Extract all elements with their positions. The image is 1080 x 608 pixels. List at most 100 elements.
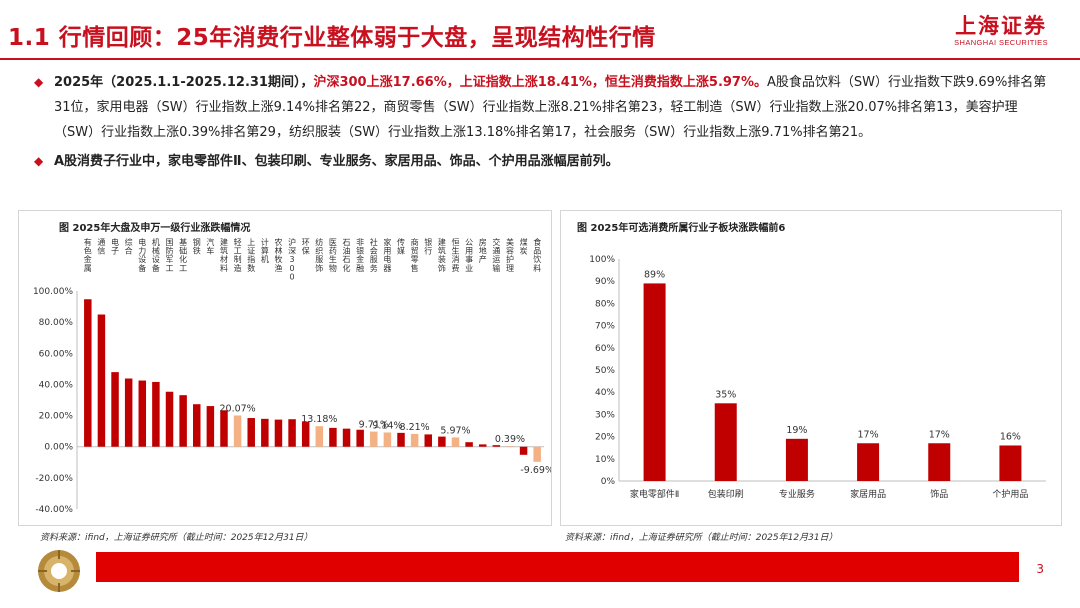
y-tick-label: 0.00% — [44, 443, 73, 453]
category-label-13: 上证指数 — [247, 238, 255, 273]
bar-11 — [220, 410, 228, 447]
subsector-return-chart: 100% 90% 80% 70% 60% 50% 40% 30% 20% 10% 0% 89% 家电零部… — [589, 255, 1046, 500]
left-chart-source: 资料来源：ifind，上海证券研究所（截止时间：2025年12月31日） — [40, 533, 313, 543]
category-label-1: 有色金属 — [84, 237, 92, 273]
bar-26 — [424, 434, 432, 447]
data-label-28: 5.97% — [440, 425, 470, 436]
category-label-1: 家电零部件Ⅱ — [630, 488, 679, 500]
company-logo: 上海证券 SHANGHAI SECURITIES — [954, 14, 1048, 47]
y-tick-label: 80.00% — [39, 318, 74, 328]
logo-text-cn: 上海证券 — [955, 14, 1048, 38]
bar-18 — [315, 426, 324, 447]
category-label-9: 钢铁 — [193, 237, 201, 256]
category-label-8: 基础化工 — [179, 237, 187, 273]
data-label-4: 17% — [858, 429, 879, 440]
y-tick-label: -40.00% — [35, 505, 73, 515]
category-label-3: 专业服务 — [779, 488, 815, 500]
bar-6 — [999, 445, 1022, 481]
bar-22 — [370, 431, 378, 447]
y-tick-label: 60% — [595, 344, 615, 354]
data-label-32: 0.39% — [495, 434, 525, 445]
data-label-3: 19% — [786, 425, 807, 436]
category-label-29: 公用事业 — [465, 238, 473, 273]
right-chart-title: 图 2025年可选消费所属行业子板块涨跌幅前6 — [577, 223, 786, 234]
category-label-23: 家用电器 — [383, 237, 391, 273]
y-tick-label: 40% — [595, 388, 615, 398]
bullet-subsector: ◆ A股消费子行业中，家电零部件Ⅱ、包装印刷、专业服务、家居用品、饰品、个护用品… — [34, 149, 1049, 174]
logo-text-en: SHANGHAI SECURITIES — [954, 38, 1048, 47]
bar-31 — [492, 445, 501, 447]
bar-1 — [84, 299, 92, 447]
category-label-30: 房地产 — [479, 237, 487, 264]
category-label-6: 个护用品 — [992, 488, 1028, 500]
bar-3 — [111, 372, 119, 447]
title-divider — [0, 58, 1080, 60]
bar-5 — [138, 380, 147, 447]
bar-4 — [124, 378, 133, 447]
bullet-period: 2025年（2025.1.1-2025.12.31期间）， — [54, 75, 314, 90]
data-label-25: 8.21% — [400, 422, 430, 433]
bar-21 — [356, 429, 364, 447]
bar-34 — [533, 446, 541, 462]
bar-17 — [301, 421, 310, 447]
bar-2 — [714, 403, 737, 481]
bar-12 — [233, 415, 242, 447]
category-label-5: 饰品 — [930, 488, 948, 500]
category-label-10: 汽车 — [206, 237, 214, 256]
bar-15 — [274, 419, 283, 447]
bar-19 — [329, 427, 337, 447]
footer-bar — [96, 552, 1019, 582]
data-label-2: 35% — [715, 389, 736, 400]
y-tick-label: 100.00% — [33, 287, 73, 297]
data-label-23: 9.14% — [372, 420, 402, 431]
category-label-34: 食品饮料 — [533, 237, 541, 273]
bar-7 — [165, 391, 174, 447]
right-chart-source: 资料来源：ifind，上海证券研究所（截止时间：2025年12月31日） — [565, 533, 838, 543]
category-label-2: 通信 — [97, 237, 105, 256]
category-label-14: 计算机 — [261, 237, 269, 264]
bar-1 — [643, 283, 666, 481]
y-tick-label: 40.00% — [39, 380, 74, 390]
data-label-18: 13.18% — [301, 414, 337, 425]
bar-16 — [288, 419, 296, 447]
y-tick-label: -20.00% — [35, 474, 73, 484]
data-label-6: 16% — [1000, 431, 1021, 442]
category-label-18: 纺织服饰 — [315, 237, 323, 273]
y-tick-label: 10% — [595, 455, 615, 465]
data-label-5: 17% — [929, 429, 950, 440]
bullet-subsector-text: A股消费子行业中，家电零部件Ⅱ、包装印刷、专业服务、家居用品、饰品、个护用品涨幅… — [54, 154, 619, 169]
category-label-21: 非银金融 — [356, 237, 364, 273]
bar-6 — [152, 381, 160, 447]
diamond-bullet-icon: ◆ — [34, 75, 44, 89]
bar-2 — [97, 314, 106, 447]
data-label-1: 89% — [644, 269, 665, 280]
category-label-17: 环保 — [302, 238, 310, 256]
right-chart-panel: 图 2025年可选消费所属行业子板块涨跌幅前6 100% 90% 80% 70% 60%… — [560, 210, 1062, 526]
bullet-industry-returns: A股食品饮料（SW）行业指数下跌9.69%排名第31位，家用电器（SW）行业指数… — [54, 75, 1047, 140]
industry-return-chart: 100.00% 80.00% 60.00% 40.00% 20.00% 0.00% -20.… — [33, 237, 551, 515]
y-tick-label: 20.00% — [39, 412, 74, 422]
data-label-12: 20.07% — [219, 403, 255, 414]
bullet-market-review: ◆ 2025年（2025.1.1-2025.12.31期间），沪深300上涨17… — [34, 70, 1049, 145]
category-label-20: 石油石化 — [343, 238, 351, 273]
bullet-index-returns: 沪深300上涨17.66%，上证指数上涨18.41%，恒生消费指数上涨5.97%… — [313, 75, 767, 90]
category-label-32: 美容护理 — [506, 237, 514, 273]
category-label-12: 轻工制造 — [234, 237, 242, 273]
bar-27 — [438, 436, 446, 447]
bar-10 — [206, 406, 215, 447]
bar-30 — [478, 444, 487, 447]
y-tick-label: 60.00% — [39, 349, 74, 359]
category-label-2: 包装印刷 — [708, 488, 744, 500]
bar-4 — [857, 443, 880, 481]
summary-bullets: ◆ 2025年（2025.1.1-2025.12.31期间），沪深300上涨17… — [34, 70, 1049, 174]
bar-8 — [179, 395, 187, 447]
category-label-7: 国防军工 — [166, 238, 174, 273]
y-tick-label: 90% — [595, 277, 615, 287]
category-label-33: 煤炭 — [520, 237, 528, 256]
bar-9 — [193, 404, 201, 447]
bar-3 — [785, 438, 808, 481]
y-tick-label: 0% — [601, 477, 616, 487]
bar-32 — [506, 446, 514, 447]
category-label-24: 传媒 — [397, 237, 405, 256]
bar-13 — [247, 418, 255, 447]
